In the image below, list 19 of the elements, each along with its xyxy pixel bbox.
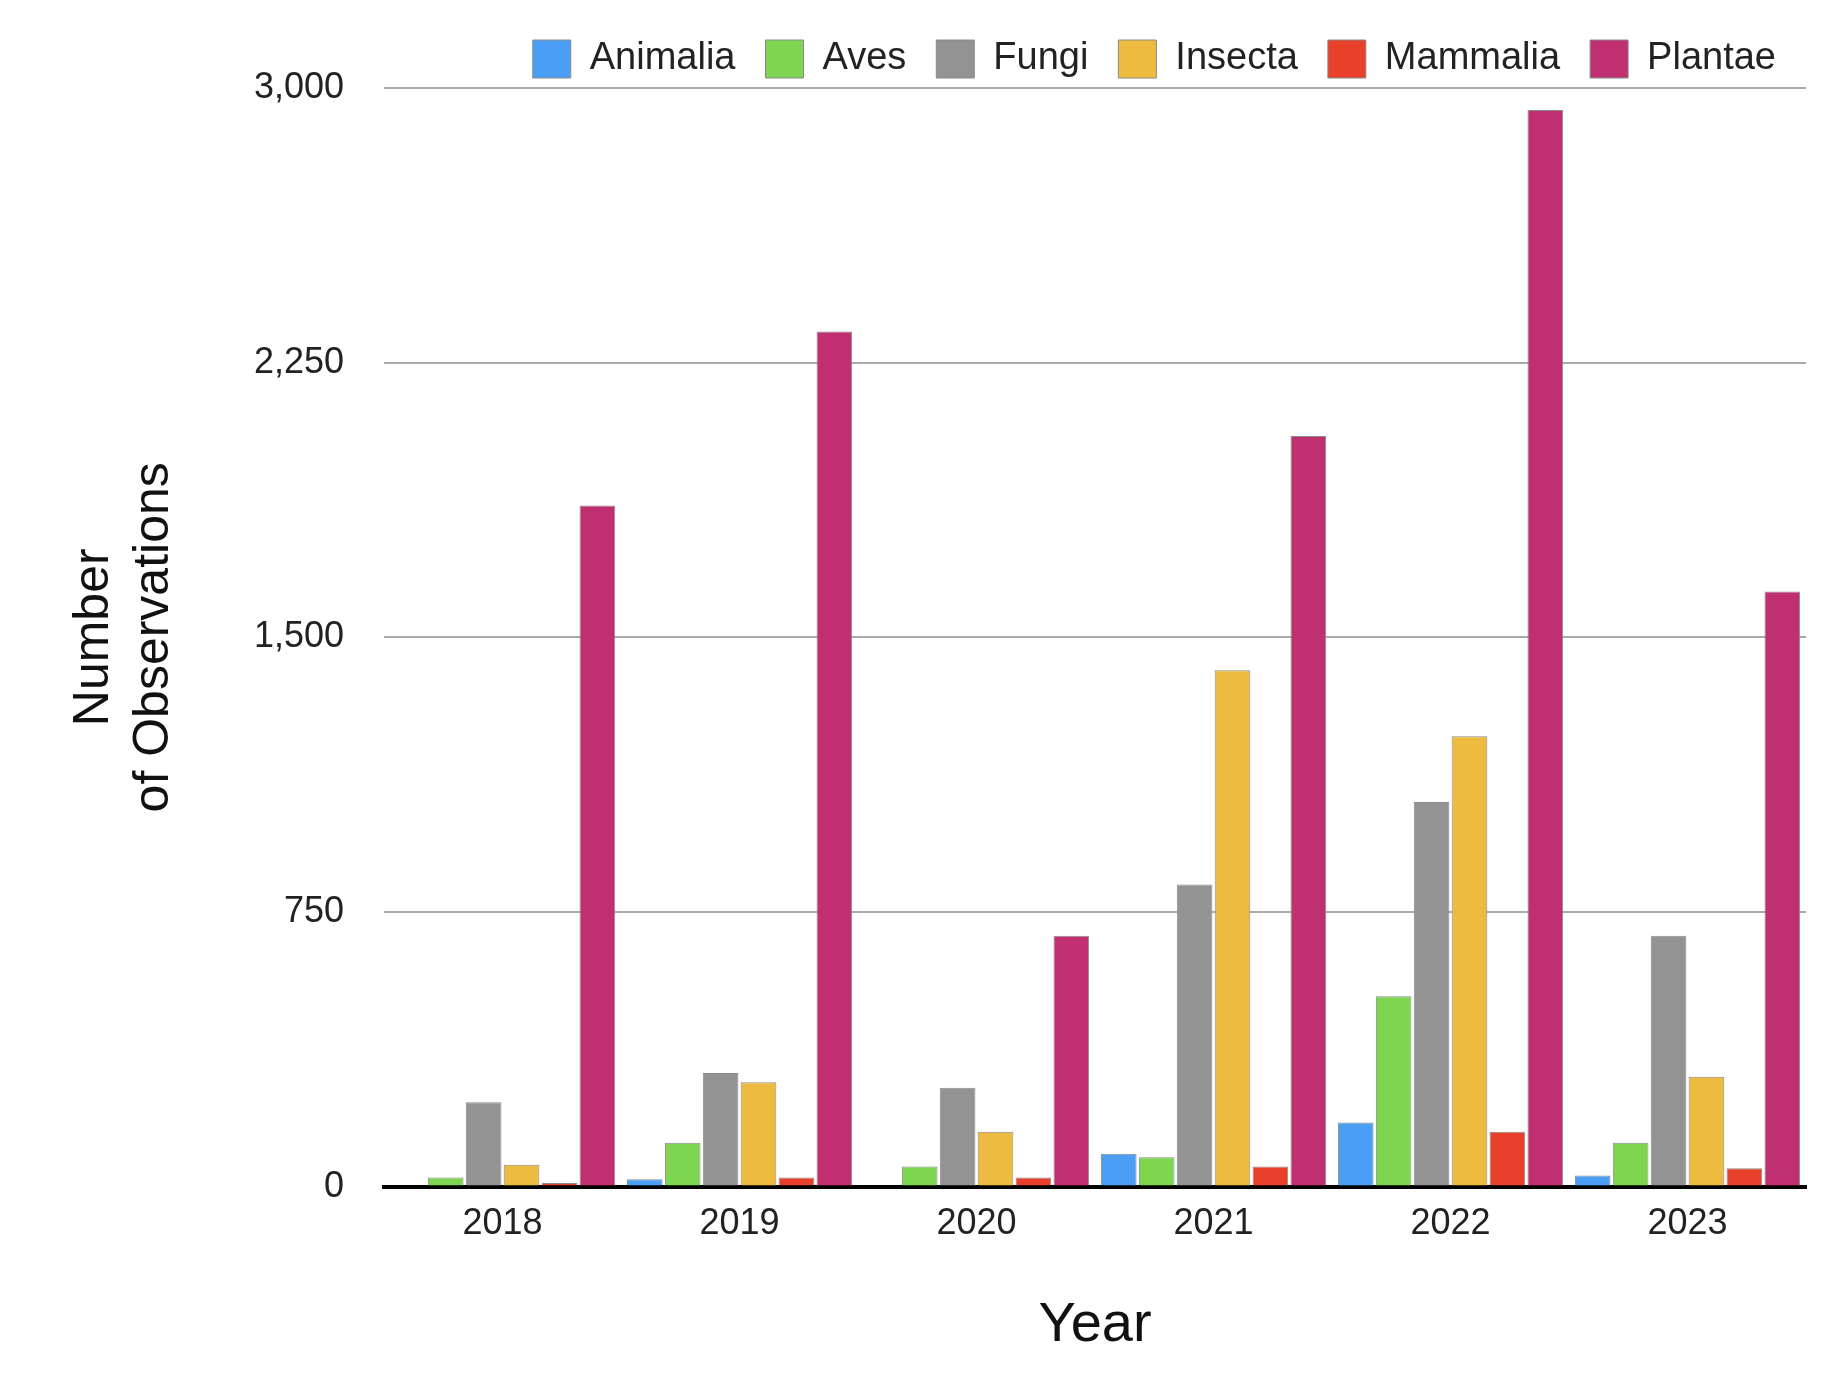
x-tick-label: 2020: [936, 1201, 1017, 1243]
legend-label: Insecta: [1175, 35, 1299, 78]
legend-label: Mammalia: [1384, 35, 1561, 78]
legend-label: Aves: [822, 35, 907, 78]
x-tick-label: 2018: [462, 1201, 543, 1243]
y-tick-label: 0: [324, 1163, 345, 1205]
y-tick-label: 750: [284, 888, 345, 930]
legend-label: Animalia: [589, 35, 737, 78]
y-tick-label: 1,500: [253, 614, 345, 656]
y-tick-label: 2,250: [253, 339, 345, 381]
y-axis-title: Number of Observations: [62, 462, 179, 813]
legend-label: Plantae: [1647, 35, 1777, 78]
x-tick-label: 2021: [1173, 1201, 1254, 1243]
x-tick-label: 2019: [699, 1201, 780, 1243]
y-tick-label: 3,000: [253, 64, 345, 106]
x-tick-label: 2022: [1410, 1201, 1491, 1243]
x-tick-label: 2023: [1647, 1201, 1728, 1243]
legend-label: Fungi: [993, 35, 1089, 78]
x-axis-title: Year: [1038, 1289, 1152, 1353]
